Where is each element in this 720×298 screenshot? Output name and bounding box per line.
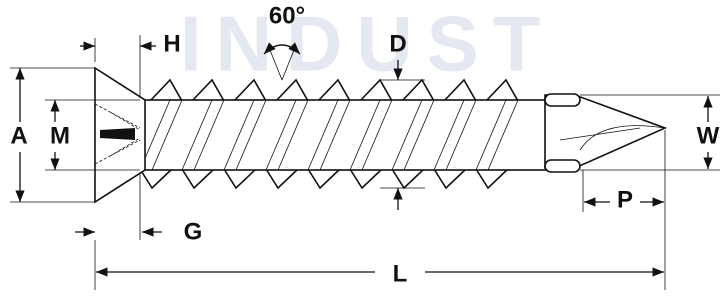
recess-slot [100, 128, 135, 140]
label: 60° [269, 2, 305, 29]
thread-crest [224, 169, 256, 188]
thread-crest [266, 169, 298, 188]
flute [545, 94, 580, 106]
label: P [617, 186, 633, 213]
thread-crest [392, 169, 424, 188]
thread-crest [182, 169, 214, 188]
screw-drawing: INDUST A M H 60° [0, 0, 720, 298]
label: H [163, 30, 180, 57]
label: L [393, 260, 408, 287]
label: D [389, 30, 406, 57]
thread-crest [140, 169, 172, 188]
dim-g: G [75, 172, 202, 245]
label: M [50, 122, 70, 149]
thread-crest [308, 169, 340, 188]
shank [140, 100, 550, 170]
label: G [184, 218, 203, 245]
thread-crest [350, 169, 382, 188]
thread-crest [434, 169, 466, 188]
dim-p: P [583, 170, 664, 213]
label: A [10, 122, 27, 149]
thread-crest [150, 80, 182, 101]
thread-crest [476, 169, 508, 188]
watermark: INDUST [180, 0, 554, 88]
flute [545, 160, 580, 172]
label: W [697, 122, 720, 149]
